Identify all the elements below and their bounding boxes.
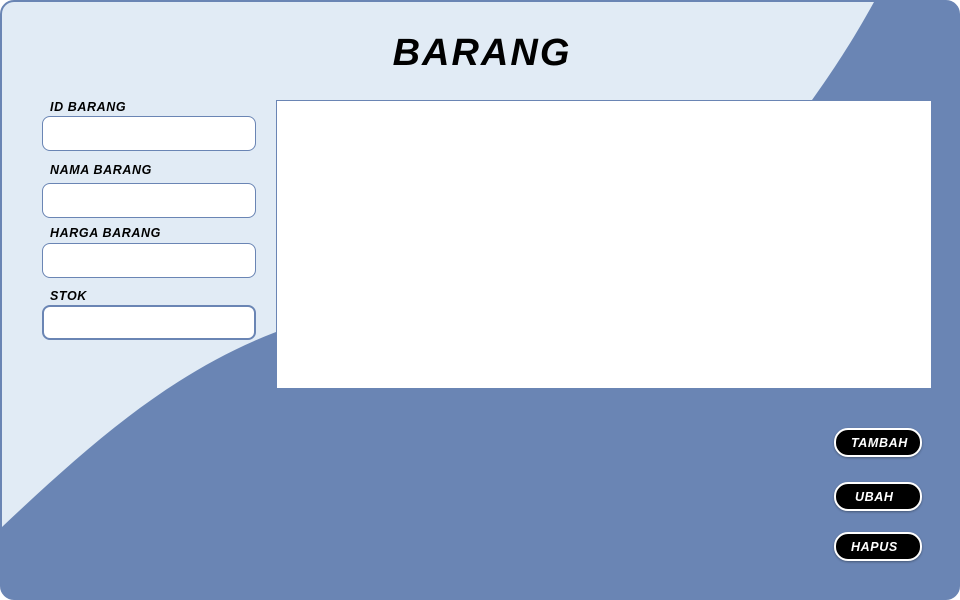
stok-input[interactable] bbox=[42, 305, 256, 340]
page-title: BARANG bbox=[392, 32, 572, 74]
harga-barang-label: HARGA BARANG bbox=[50, 226, 161, 240]
data-table[interactable] bbox=[276, 100, 932, 389]
nama-barang-input[interactable] bbox=[42, 183, 256, 218]
id-barang-input[interactable] bbox=[42, 116, 256, 151]
nama-barang-label: NAMA BARANG bbox=[50, 163, 152, 177]
ubah-button[interactable]: UBAH bbox=[834, 482, 922, 511]
harga-barang-input[interactable] bbox=[42, 243, 256, 278]
id-barang-label: ID BARANG bbox=[50, 100, 127, 114]
tambah-button[interactable]: TAMBAH bbox=[834, 428, 922, 457]
hapus-button[interactable]: HAPUS bbox=[834, 532, 922, 561]
stok-label: STOK bbox=[50, 289, 87, 303]
